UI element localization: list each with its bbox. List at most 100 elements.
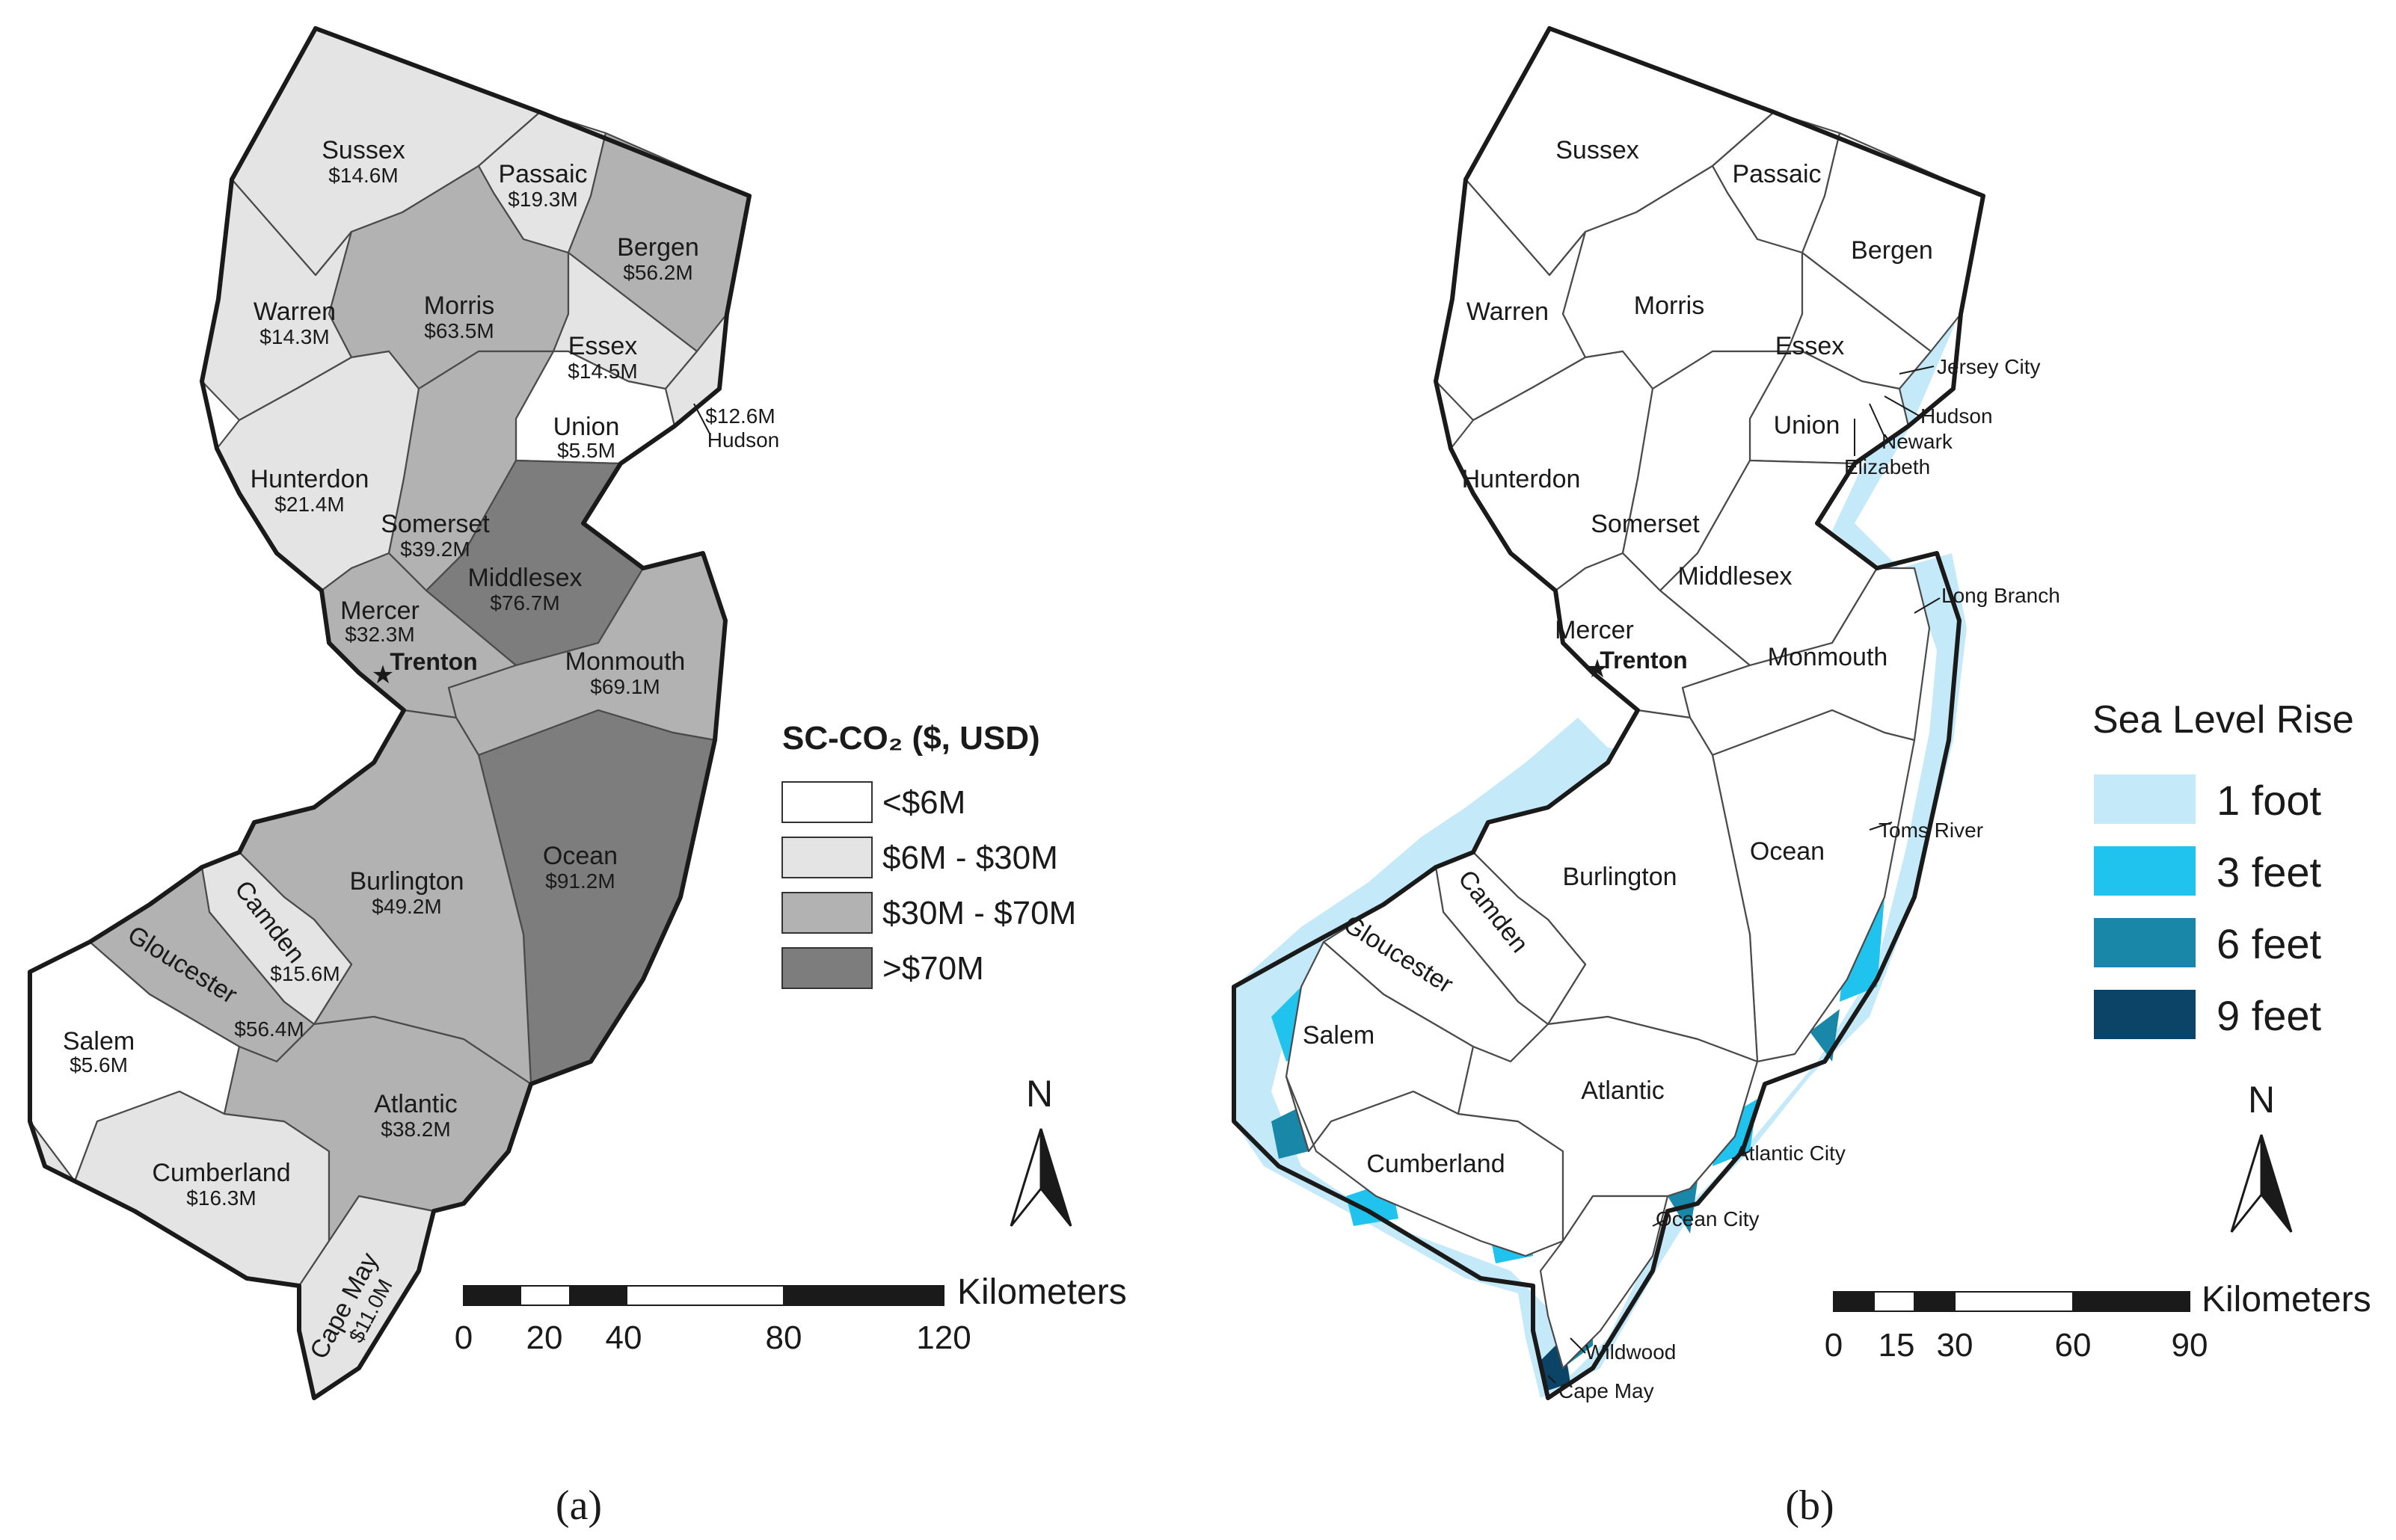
city-atlantic-city: Atlantic City bbox=[1735, 1142, 1846, 1165]
north-a-right-icon bbox=[1039, 1128, 1072, 1227]
value-sussex: $14.6M bbox=[328, 164, 398, 187]
north-arrow-a: N bbox=[1010, 1073, 1072, 1227]
value-hunterdon: $21.4M bbox=[274, 493, 344, 516]
panel-b-label: (b) bbox=[1785, 1482, 1834, 1529]
city-newark: Newark bbox=[1882, 430, 1953, 453]
label-middlesex: Middlesex bbox=[467, 564, 582, 592]
legend-b-label-0: 1 foot bbox=[2217, 777, 2322, 824]
label-b-hunterdon: Hunterdon bbox=[1462, 465, 1581, 493]
city-wildwood: Wildwood bbox=[1585, 1340, 1676, 1364]
value-morris: $63.5M bbox=[424, 319, 494, 342]
label-morris: Morris bbox=[424, 292, 494, 320]
label-b-somerset: Somerset bbox=[1591, 510, 1700, 538]
label-ocean: Ocean bbox=[543, 842, 618, 870]
legend-b-swatch-0 bbox=[2094, 774, 2196, 824]
legend-b-swatch-2 bbox=[2094, 918, 2196, 967]
city-long-branch: Long Branch bbox=[1941, 584, 2060, 607]
label-trenton: Trenton bbox=[390, 648, 477, 675]
panel-a-map: Sussex $14.6M Passaic $19.3M Bergen $56.… bbox=[28, 26, 780, 1400]
label-b-sussex: Sussex bbox=[1555, 136, 1639, 164]
north-arrow-b: N bbox=[2230, 1079, 2293, 1233]
value-hudson: $12.6M bbox=[705, 404, 775, 428]
label-b-passaic: Passaic bbox=[1732, 160, 1821, 188]
value-monmouth: $69.1M bbox=[590, 675, 660, 698]
legend-b-swatch-3 bbox=[2094, 990, 2196, 1039]
north-b-left-icon bbox=[2230, 1134, 2263, 1233]
scale-b-unit: Kilometers bbox=[2202, 1280, 2371, 1319]
label-somerset: Somerset bbox=[381, 510, 490, 538]
label-warren: Warren bbox=[254, 298, 336, 326]
label-b-warren: Warren bbox=[1466, 298, 1549, 326]
label-cumberland: Cumberland bbox=[152, 1159, 290, 1187]
value-burlington: $49.2M bbox=[372, 895, 441, 918]
slr-1ft-band bbox=[1234, 224, 1967, 1398]
label-b-trenton: Trenton bbox=[1600, 647, 1687, 674]
county-b-cape-may[interactable] bbox=[1539, 1195, 1669, 1370]
value-passaic: $19.3M bbox=[508, 188, 577, 211]
label-essex: Essex bbox=[568, 332, 638, 360]
value-bergen: $56.2M bbox=[623, 261, 692, 284]
label-b-bergen: Bergen bbox=[1851, 236, 1933, 265]
panel-a-label: (a) bbox=[556, 1482, 602, 1529]
label-sussex: Sussex bbox=[322, 136, 405, 164]
state-outline-b bbox=[1232, 26, 1985, 1400]
legend-a-swatch-2 bbox=[781, 892, 873, 934]
city-elizabeth: Elizabeth bbox=[1844, 455, 1930, 478]
label-passaic: Passaic bbox=[498, 160, 587, 188]
legend-a-swatch-0 bbox=[781, 781, 873, 823]
scale-b-tick-4: 90 bbox=[2172, 1327, 2208, 1364]
legend-b-title: Sea Level Rise bbox=[2092, 698, 2354, 742]
value-mercer: $32.3M bbox=[345, 623, 414, 646]
label-atlantic: Atlantic bbox=[374, 1090, 458, 1118]
city-ocean-city: Ocean City bbox=[1656, 1207, 1760, 1231]
legend-a-label-0: <$6M bbox=[882, 784, 965, 821]
label-hudson: Hudson bbox=[707, 428, 780, 452]
city-hudson: Hudson bbox=[1920, 404, 1993, 428]
legend-a-title: SC-CO₂ ($, USD) bbox=[782, 720, 1040, 757]
scale-b-tick-3: 60 bbox=[2055, 1327, 2092, 1364]
label-mercer: Mercer bbox=[340, 597, 420, 625]
label-b-morris: Morris bbox=[1634, 292, 1704, 320]
scale-a-tick-1: 20 bbox=[526, 1319, 563, 1356]
scale-a-tick-4: 120 bbox=[916, 1319, 971, 1356]
scale-b-tick-1: 15 bbox=[1879, 1327, 1915, 1364]
label-b-burlington: Burlington bbox=[1562, 863, 1677, 891]
scale-a-tick-3: 80 bbox=[766, 1319, 802, 1356]
label-salem: Salem bbox=[63, 1027, 135, 1056]
label-b-monmouth: Monmouth bbox=[1768, 643, 1888, 671]
panel-b-map: Sussex Passaic Bergen Warren Morris Esse… bbox=[1232, 26, 2060, 1402]
label-hunterdon: Hunterdon bbox=[251, 465, 369, 493]
value-gloucester: $56.4M bbox=[234, 1017, 304, 1041]
legend-a-label-3: >$70M bbox=[882, 950, 984, 987]
label-b-essex: Essex bbox=[1775, 332, 1845, 360]
label-bergen: Bergen bbox=[617, 233, 699, 262]
value-cumberland: $16.3M bbox=[186, 1186, 256, 1210]
value-ocean: $91.2M bbox=[545, 869, 615, 893]
legend-a: SC-CO₂ ($, USD) <$6M $6M - $30M $30M - $… bbox=[781, 720, 1076, 989]
scale-a-tick-0: 0 bbox=[455, 1319, 473, 1356]
value-somerset: $39.2M bbox=[400, 538, 470, 561]
capital-star-icon: ★ bbox=[372, 661, 394, 689]
north-a-letter: N bbox=[1026, 1073, 1053, 1115]
label-monmouth: Monmouth bbox=[565, 647, 686, 676]
scale-bar-b: Kilometers 0 15 30 60 90 bbox=[1825, 1280, 2371, 1364]
label-b-middlesex: Middlesex bbox=[1677, 562, 1792, 591]
label-b-ocean: Ocean bbox=[1750, 837, 1825, 866]
legend-a-label-2: $30M - $70M bbox=[882, 895, 1076, 931]
legend-a-swatch-3 bbox=[781, 947, 873, 989]
value-warren: $14.3M bbox=[259, 325, 329, 348]
value-salem: $5.6M bbox=[70, 1053, 128, 1077]
legend-b-label-3: 9 feet bbox=[2217, 992, 2322, 1039]
label-b-union: Union bbox=[1774, 411, 1840, 440]
label-b-cumberland: Cumberland bbox=[1366, 1150, 1505, 1178]
legend-b-swatch-1 bbox=[2094, 846, 2196, 896]
state-outline bbox=[28, 26, 752, 1400]
north-b-right-icon bbox=[2260, 1134, 2293, 1233]
legend-a-swatch-1 bbox=[781, 837, 873, 878]
legend-b-label-2: 6 feet bbox=[2217, 920, 2322, 967]
label-union: Union bbox=[553, 413, 620, 441]
value-union: $5.5M bbox=[557, 439, 615, 462]
value-atlantic: $38.2M bbox=[381, 1118, 450, 1141]
legend-a-label-1: $6M - $30M bbox=[882, 840, 1058, 876]
capital-b-star-icon: ★ bbox=[1586, 655, 1609, 683]
